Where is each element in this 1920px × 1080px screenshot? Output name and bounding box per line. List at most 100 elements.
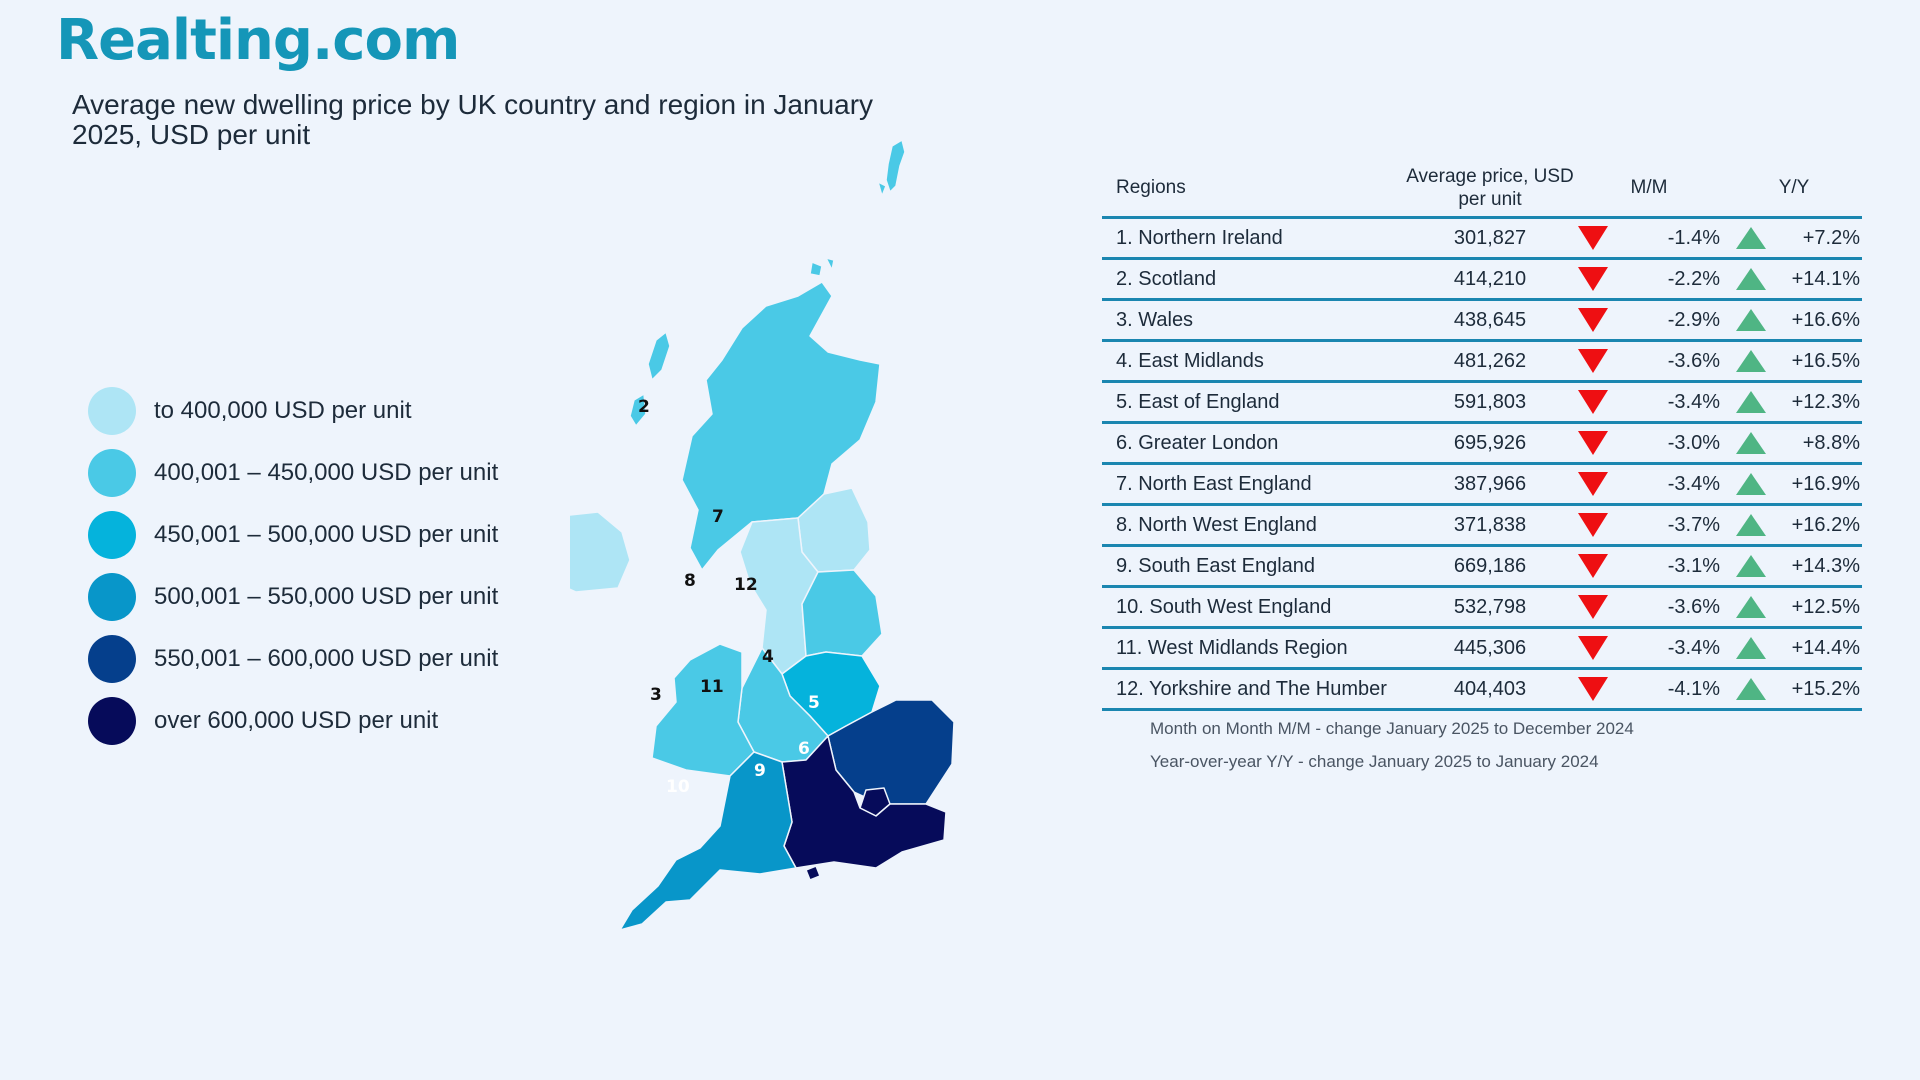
up-triangle-icon <box>1736 350 1766 372</box>
map-label-6: 6 <box>798 739 810 759</box>
table-row: 7. North East England 387,966 -3.4% +16.9% <box>1102 465 1862 506</box>
row-mm: -1.4% <box>1578 226 1728 250</box>
up-triangle-icon <box>1736 473 1766 495</box>
up-triangle-icon <box>1736 432 1766 454</box>
up-triangle-icon <box>1736 268 1766 290</box>
brand-logo: Realting.com <box>56 8 460 73</box>
down-triangle-icon <box>1578 677 1608 701</box>
row-yy: +16.2% <box>1728 514 1862 537</box>
legend-swatch <box>88 697 136 745</box>
row-yy-value: +14.3% <box>1791 554 1860 577</box>
row-yy: +7.2% <box>1728 227 1862 250</box>
row-region: 8. North West England <box>1116 513 1317 536</box>
row-price: 695,926 <box>1453 431 1527 454</box>
table-row: 9. South East England 669,186 -3.1% +14.3% <box>1102 547 1862 588</box>
table-row: 8. North West England 371,838 -3.7% +16.2% <box>1102 506 1862 547</box>
map-label-7: 7 <box>712 507 724 527</box>
row-mm-value: -4.1% <box>1667 677 1720 700</box>
row-mm-value: -1.4% <box>1667 226 1720 249</box>
row-yy: +12.5% <box>1728 596 1862 619</box>
row-yy: +8.8% <box>1728 432 1862 455</box>
legend-item: 450,001 – 500,000 USD per unit <box>88 504 498 566</box>
row-yy: +14.4% <box>1728 637 1862 660</box>
legend-swatch <box>88 511 136 559</box>
map-label-5: 5 <box>808 693 820 713</box>
up-triangle-icon <box>1736 678 1766 700</box>
row-price: 371,838 <box>1453 513 1527 536</box>
row-mm: -3.4% <box>1578 636 1728 660</box>
map-label-11: 11 <box>700 677 724 697</box>
region-shape-12 <box>801 569 883 657</box>
table-row: 12. Yorkshire and The Humber 404,403 -4.1%… <box>1102 670 1862 711</box>
legend-swatch <box>88 573 136 621</box>
table-header: Regions Average price, USD per unit M/M … <box>1102 160 1862 219</box>
row-region: 2. Scotland <box>1116 267 1217 290</box>
row-yy: +15.2% <box>1728 678 1862 701</box>
row-yy: +16.6% <box>1728 309 1862 332</box>
down-triangle-icon <box>1578 267 1608 291</box>
legend-label: 400,001 – 450,000 USD per unit <box>154 459 499 486</box>
legend-swatch <box>88 449 136 497</box>
row-price: 445,306 <box>1453 636 1527 659</box>
region-shape-hebrides <box>629 331 671 427</box>
row-yy-value: +14.1% <box>1791 267 1860 290</box>
down-triangle-icon <box>1578 513 1608 537</box>
map-label-2: 2 <box>638 397 650 417</box>
header-region: Regions <box>1116 177 1186 198</box>
row-region: 6. Greater London <box>1116 431 1279 454</box>
row-region: 7. North East England <box>1116 472 1312 495</box>
row-yy-value: +15.2% <box>1791 677 1860 700</box>
row-price: 669,186 <box>1453 554 1527 577</box>
legend-item: to 400,000 USD per unit <box>88 380 498 442</box>
up-triangle-icon <box>1736 309 1766 331</box>
row-yy: +16.9% <box>1728 473 1862 496</box>
row-mm: -3.4% <box>1578 472 1728 496</box>
header-yy: Y/Y <box>1778 177 1810 198</box>
up-triangle-icon <box>1736 555 1766 577</box>
footnote-yy: Year-over-year Y/Y - change January 2025… <box>1150 752 1599 771</box>
region-shape-orkney <box>809 257 835 277</box>
row-region: 3. Wales <box>1116 308 1194 331</box>
region-shape-shetland <box>877 140 906 197</box>
region-shape-3 <box>651 643 755 777</box>
row-region: 11. West Midlands Region <box>1116 636 1348 659</box>
down-triangle-icon <box>1578 308 1608 332</box>
row-mm-value: -2.2% <box>1667 267 1720 290</box>
down-triangle-icon <box>1578 595 1608 619</box>
row-mm-value: -3.6% <box>1667 349 1720 372</box>
row-price: 404,403 <box>1453 677 1527 700</box>
map-label-10: 10 <box>666 777 690 797</box>
table-row: 5. East of England 591,803 -3.4% +12.3% <box>1102 383 1862 424</box>
row-yy-value: +8.8% <box>1802 431 1860 454</box>
legend-label: 450,001 – 500,000 USD per unit <box>154 521 499 548</box>
row-yy-value: +7.2% <box>1802 226 1860 249</box>
row-price: 591,803 <box>1453 390 1527 413</box>
row-yy: +16.5% <box>1728 350 1862 373</box>
table-row: 3. Wales 438,645 -2.9% +16.6% <box>1102 301 1862 342</box>
row-mm: -3.7% <box>1578 513 1728 537</box>
row-yy-value: +12.5% <box>1791 595 1860 618</box>
region-price-table: Regions Average price, USD per unit M/M … <box>1102 160 1862 711</box>
down-triangle-icon <box>1578 636 1608 660</box>
legend-item: 400,001 – 450,000 USD per unit <box>88 442 498 504</box>
down-triangle-icon <box>1578 226 1608 250</box>
row-mm: -3.6% <box>1578 595 1728 619</box>
page-title: Average new dwelling price by UK country… <box>72 89 874 150</box>
uk-region-map: 1 2 3 4 5 6 7 8 9 10 11 12 <box>570 140 1090 1060</box>
row-mm: -2.9% <box>1578 308 1728 332</box>
row-mm: -3.6% <box>1578 349 1728 373</box>
down-triangle-icon <box>1578 554 1608 578</box>
down-triangle-icon <box>1578 349 1608 373</box>
row-mm: -3.0% <box>1578 431 1728 455</box>
header-price: Average price, USD per unit <box>1406 166 1574 210</box>
map-label-3: 3 <box>650 685 662 705</box>
map-legend: to 400,000 USD per unit 400,001 – 450,00… <box>88 380 498 752</box>
table-body: 1. Northern Ireland 301,827 -1.4% +7.2% 2. S… <box>1102 219 1862 711</box>
legend-label: 500,001 – 550,000 USD per unit <box>154 583 499 610</box>
row-yy: +14.1% <box>1728 268 1862 291</box>
row-price: 414,210 <box>1453 267 1527 290</box>
row-mm: -3.1% <box>1578 554 1728 578</box>
row-mm-value: -3.6% <box>1667 595 1720 618</box>
up-triangle-icon <box>1736 514 1766 536</box>
legend-swatch <box>88 635 136 683</box>
